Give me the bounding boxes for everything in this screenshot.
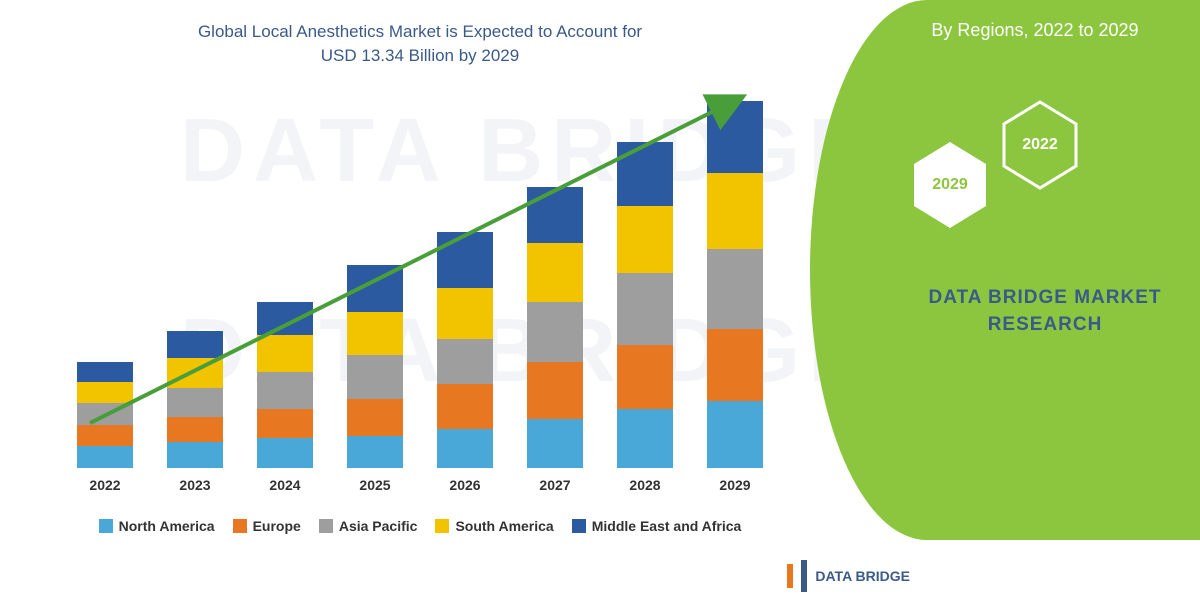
legend-swatch — [233, 519, 247, 533]
hex-2029: 2029 — [910, 140, 990, 230]
logo-blue-bar — [801, 560, 807, 592]
bar-group: 2027 — [527, 187, 583, 468]
bar-segment — [437, 288, 493, 339]
bar-segment — [257, 302, 313, 335]
bar-segment — [347, 399, 403, 436]
bar-segment — [707, 101, 763, 173]
legend-label: Asia Pacific — [339, 518, 418, 534]
legend-label: Middle East and Africa — [592, 518, 742, 534]
year-label: 2023 — [179, 477, 210, 493]
legend-label: Europe — [253, 518, 301, 534]
bar-group: 2023 — [167, 331, 223, 467]
bar-segment — [77, 382, 133, 403]
bar-segment — [77, 362, 133, 382]
bar-segment — [77, 446, 133, 467]
bar-segment — [437, 384, 493, 429]
bar-segment — [527, 419, 583, 468]
bar-segment — [167, 442, 223, 467]
legend-swatch — [319, 519, 333, 533]
chart-title: Global Local Anesthetics Market is Expec… — [50, 20, 790, 68]
bar-group: 2022 — [77, 362, 133, 467]
bar-segment — [347, 355, 403, 400]
title-line-1: Global Local Anesthetics Market is Expec… — [198, 22, 642, 41]
bars-container: 2022 2023 2024 2025 2026 2027 2028 2029 — [50, 78, 790, 468]
legend-item: North America — [99, 518, 215, 534]
bar-segment — [257, 438, 313, 467]
bar-segment — [77, 403, 133, 424]
bar-segment — [527, 362, 583, 419]
year-label: 2026 — [449, 477, 480, 493]
legend-item: Middle East and Africa — [572, 518, 742, 534]
bar-segment — [707, 401, 763, 467]
bar-segment — [167, 358, 223, 387]
year-label: 2022 — [89, 477, 120, 493]
year-label: 2025 — [359, 477, 390, 493]
legend-label: South America — [455, 518, 553, 534]
bar-segment — [617, 409, 673, 468]
bar-segment — [437, 429, 493, 468]
right-panel-title: By Regions, 2022 to 2029 — [890, 20, 1180, 41]
title-line-2: USD 13.34 Billion by 2029 — [321, 46, 519, 65]
brand-line-1: DATA BRIDGE MARKET — [929, 287, 1162, 308]
bar-group: 2024 — [257, 302, 313, 468]
legend-label: North America — [119, 518, 215, 534]
bar-segment — [77, 425, 133, 446]
bar-segment — [707, 329, 763, 401]
bar-segment — [707, 249, 763, 329]
bar-segment — [257, 409, 313, 438]
hex-2022-label: 2022 — [1022, 136, 1058, 154]
legend: North America Europe Asia Pacific South Ame… — [50, 518, 790, 534]
bar-segment — [527, 302, 583, 362]
legend-swatch — [435, 519, 449, 533]
bar-segment — [167, 331, 223, 358]
hex-2029-label: 2029 — [932, 176, 968, 194]
brand-text: DATA BRIDGE MARKET RESEARCH — [910, 285, 1180, 338]
bar-segment — [617, 273, 673, 345]
bar-segment — [257, 372, 313, 409]
bar-segment — [347, 265, 403, 312]
bar-segment — [707, 173, 763, 249]
bar-segment — [167, 388, 223, 417]
bar-segment — [257, 335, 313, 372]
year-label: 2027 — [539, 477, 570, 493]
bar-segment — [347, 312, 403, 355]
bar-segment — [617, 142, 673, 206]
bar-segment — [527, 243, 583, 302]
right-panel: By Regions, 2022 to 2029 2029 2022 DATA … — [810, 0, 1200, 540]
hex-2022: 2022 — [1000, 100, 1080, 190]
bar-group: 2025 — [347, 265, 403, 468]
legend-swatch — [99, 519, 113, 533]
bar-group: 2028 — [617, 142, 673, 468]
legend-item: Europe — [233, 518, 301, 534]
bar-group: 2029 — [707, 101, 763, 468]
bar-segment — [617, 345, 673, 409]
legend-swatch — [572, 519, 586, 533]
legend-item: South America — [435, 518, 553, 534]
logo-orange-bar — [787, 564, 793, 588]
main-chart-area: DATA BRIDGE DATA BRIDGE Global Local Ane… — [0, 0, 810, 600]
footer-brand-text: DATA BRIDGE — [815, 568, 910, 584]
bar-group: 2026 — [437, 232, 493, 468]
year-label: 2028 — [629, 477, 660, 493]
stacked-bar-chart: 2022 2023 2024 2025 2026 2027 2028 2029 — [50, 78, 790, 498]
year-label: 2024 — [269, 477, 300, 493]
year-label: 2029 — [719, 477, 750, 493]
bar-segment — [167, 417, 223, 442]
footer-logo: DATA BRIDGE — [787, 560, 910, 592]
bar-segment — [527, 187, 583, 244]
brand-line-2: RESEARCH — [988, 314, 1103, 335]
bar-segment — [437, 232, 493, 289]
bar-segment — [437, 339, 493, 384]
legend-item: Asia Pacific — [319, 518, 418, 534]
bar-segment — [347, 436, 403, 467]
bar-segment — [617, 206, 673, 272]
